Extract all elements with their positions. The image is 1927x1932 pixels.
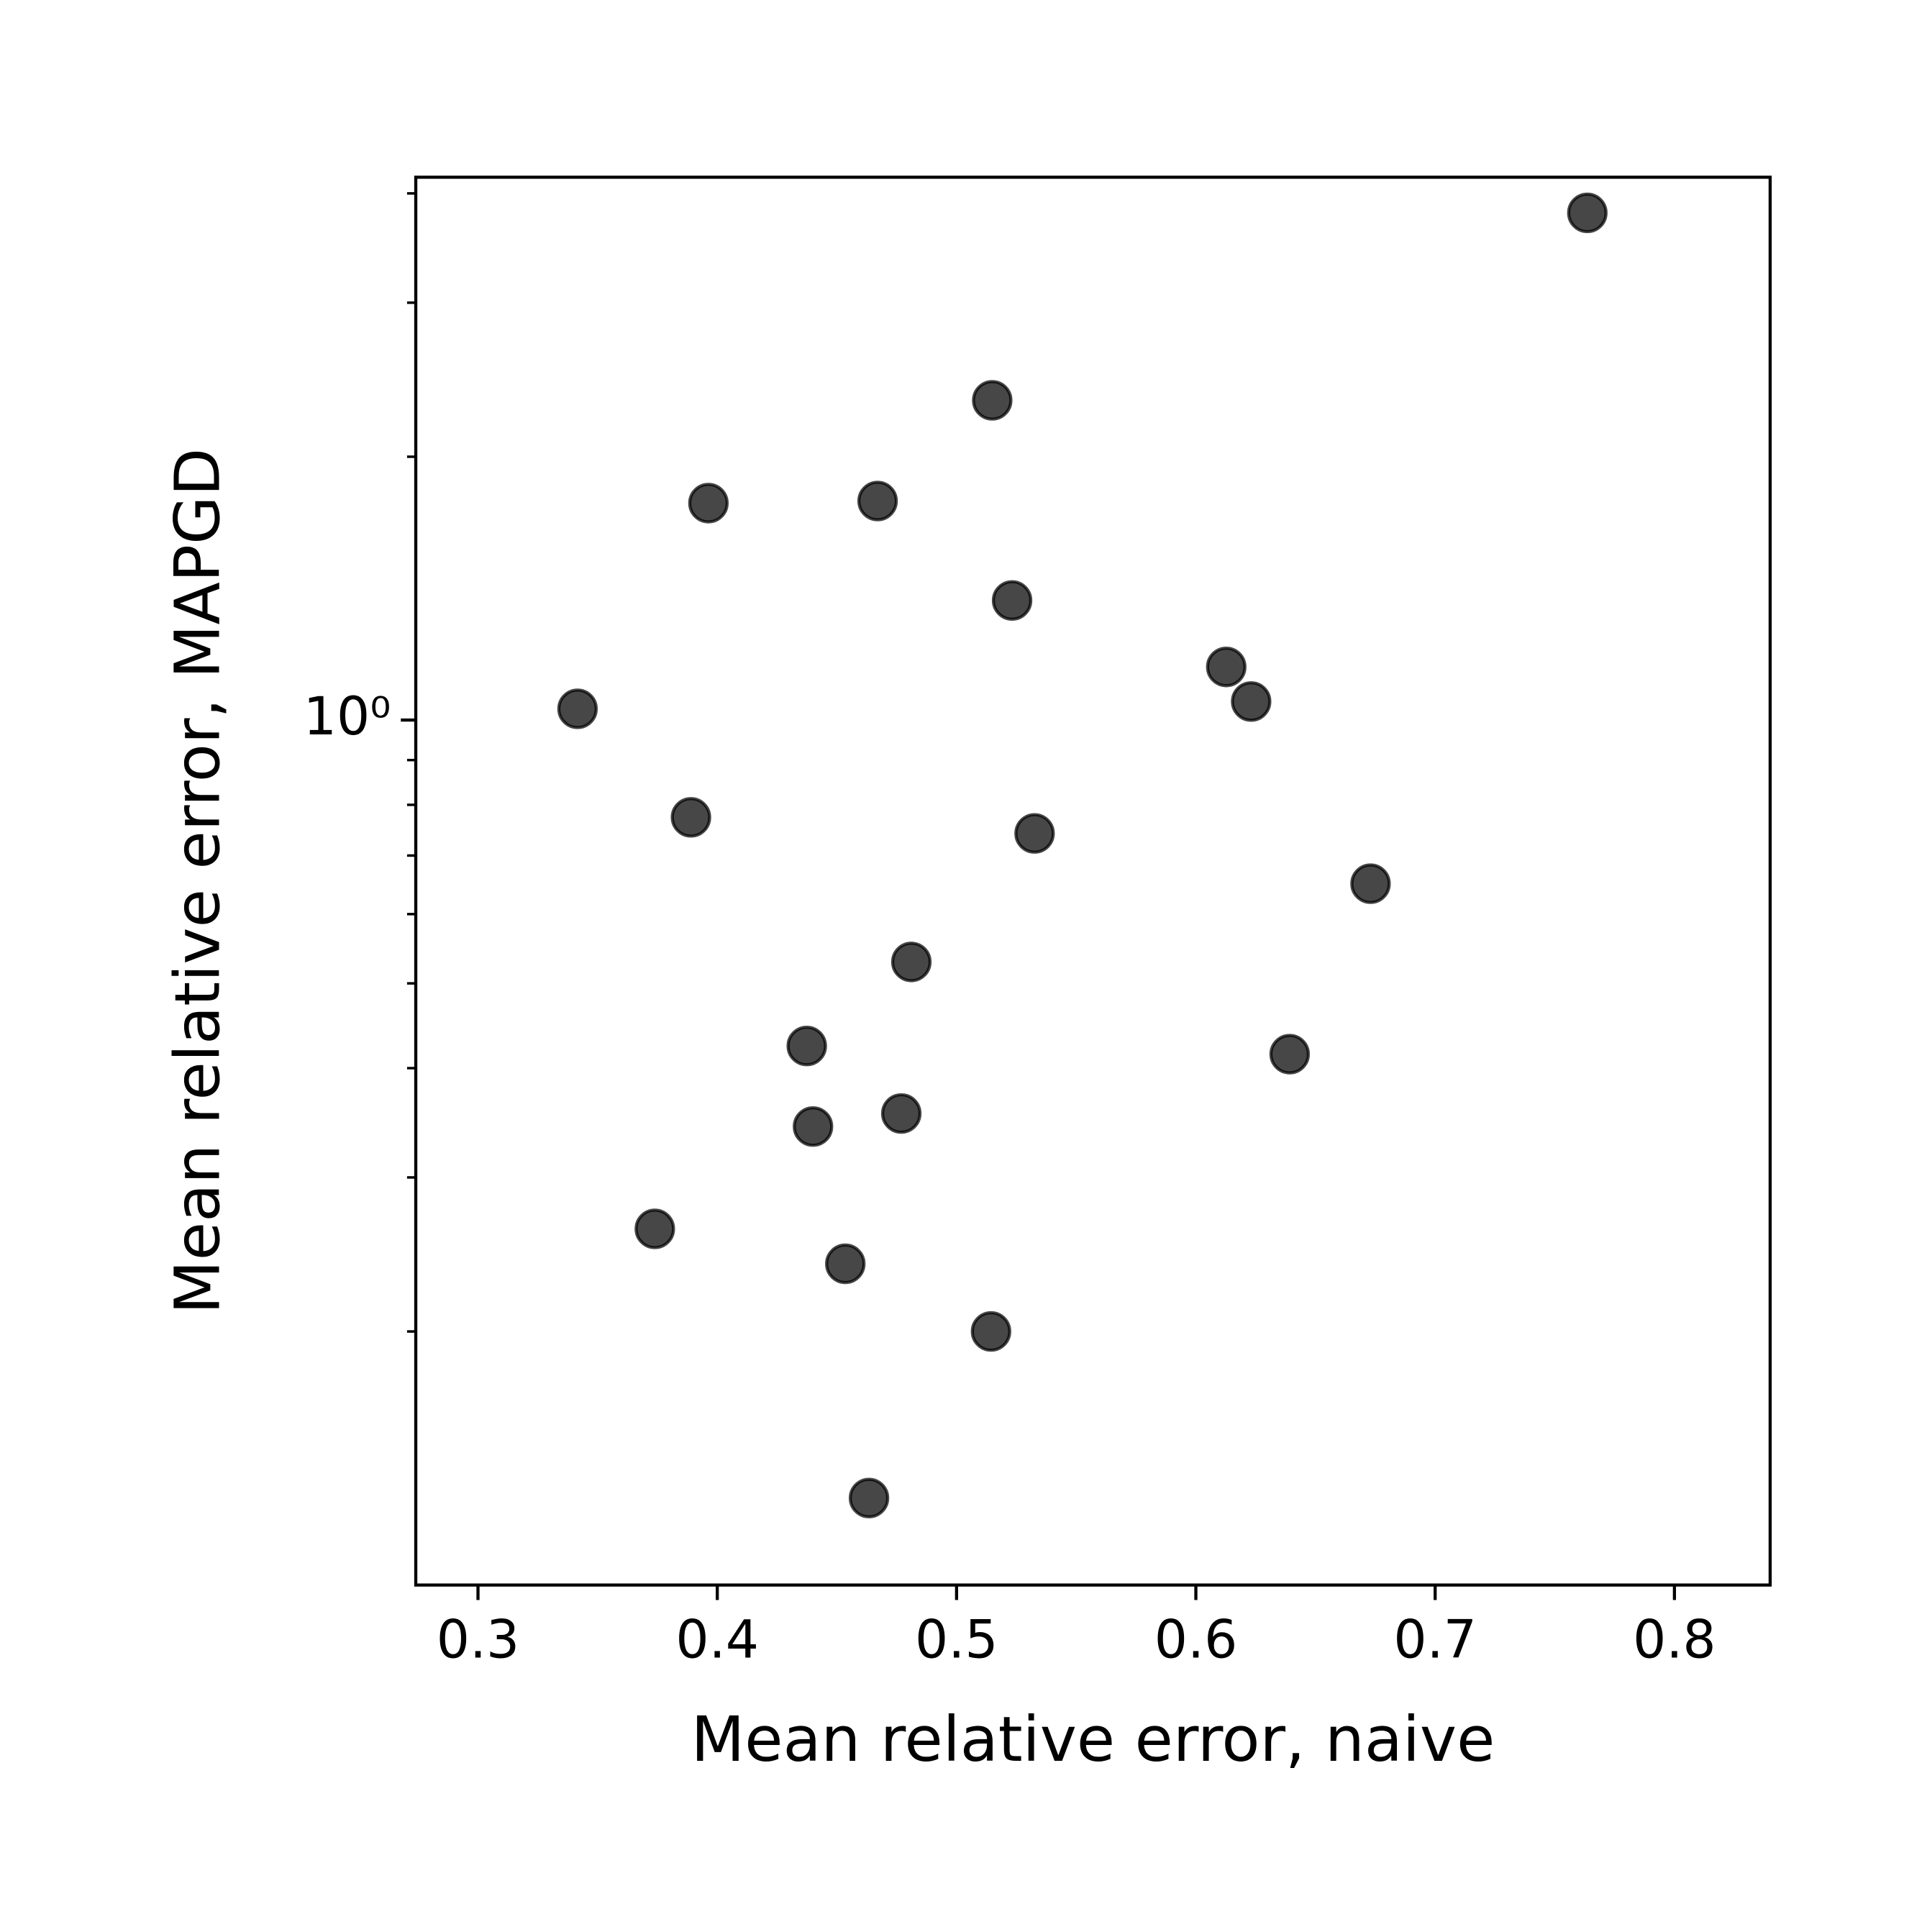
point [970, 1311, 1011, 1352]
point [825, 1243, 866, 1285]
point [880, 1093, 922, 1134]
point [1567, 192, 1608, 234]
point [688, 483, 729, 524]
y-axis-label: Mean relative error, MAPGD [162, 448, 234, 1314]
x-tick-label: 0.4 [675, 1609, 759, 1670]
point [1014, 813, 1055, 854]
point [890, 942, 932, 983]
x-tick-label: 0.6 [1154, 1609, 1238, 1670]
point [557, 688, 598, 729]
x-tick-label: 0.5 [915, 1609, 998, 1670]
point [786, 1026, 827, 1067]
plot-frame [414, 176, 1772, 1587]
point [857, 480, 898, 521]
y-tick-label: 10⁰ [304, 686, 391, 747]
point [670, 797, 711, 838]
point [848, 1477, 890, 1518]
point [1350, 863, 1391, 904]
point [991, 580, 1033, 621]
x-axis-label: Mean relative error, naive [691, 1704, 1495, 1776]
x-tick-label: 0.8 [1633, 1609, 1716, 1670]
point [793, 1106, 834, 1147]
point [972, 380, 1013, 421]
x-tick-label: 0.3 [437, 1609, 520, 1670]
point [1206, 647, 1247, 688]
x-tick-label: 0.7 [1393, 1609, 1477, 1670]
point [1269, 1034, 1311, 1075]
point [1231, 681, 1272, 722]
point [634, 1208, 675, 1249]
